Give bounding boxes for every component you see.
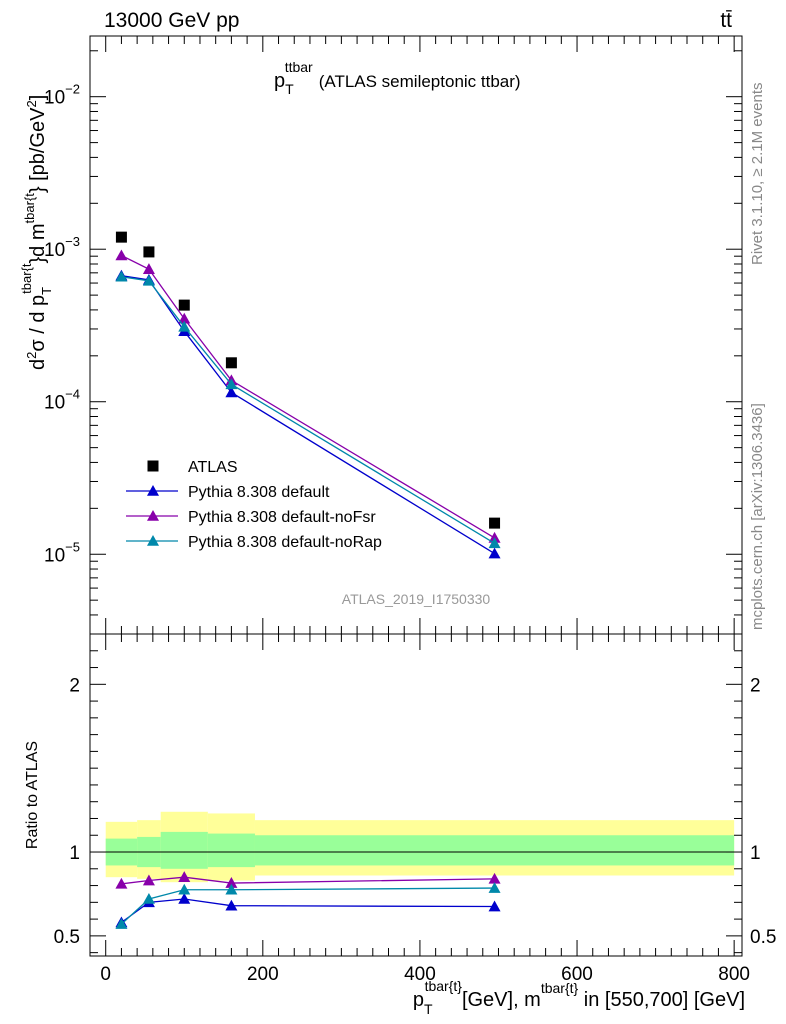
point-atlas	[225, 357, 237, 369]
point-atlas	[143, 246, 155, 258]
ratio-point-noFsr	[115, 877, 128, 889]
ratio-panel: 0.5 0.51 12 2 0 200 400 600 800 Ratio to ATLAS …	[24, 633, 776, 1017]
main-title: pTttbar(ATLAS semileptonic ttbar)	[274, 59, 521, 97]
header-left: 13000 GeV pp	[104, 9, 239, 32]
legend-label: Pythia 8.308 default-noFsr	[188, 509, 376, 526]
point-noFsr	[178, 312, 191, 324]
main-ytick-label: 10−3	[44, 234, 80, 261]
main-ytick-label: 10−4	[44, 387, 80, 414]
legend-label: Pythia 8.308 default	[188, 484, 330, 501]
legend-entry-atlas: ATLAS	[147, 459, 238, 476]
ratio-xtick-label: 800	[718, 964, 750, 985]
main-ylabel: d2σ / d pTtbar{t}d mtbar{t} [pb/GeV2]	[19, 95, 54, 370]
ratio-point-noRap	[488, 882, 501, 893]
ratio-ytick-label-right: 1	[750, 843, 761, 864]
main-ytick-label: 10−2	[44, 82, 80, 109]
ratio-band-green	[207, 833, 255, 868]
mcplots-label: mcplots.cern.ch [arXiv:1306.3436]	[749, 403, 766, 630]
analysis-watermark: ATLAS_2019_I1750330	[342, 591, 491, 607]
ratio-ytick-label: 1	[69, 843, 80, 864]
legend-marker-noFsr	[147, 510, 159, 521]
legend-label: ATLAS	[188, 459, 238, 476]
point-atlas	[115, 231, 127, 243]
ratio-ytick-label-right: 2	[750, 675, 761, 696]
series-atlas	[115, 231, 501, 529]
ratio-series-default	[115, 892, 501, 928]
legend-marker-atlas	[147, 460, 159, 472]
ratio-point-noRap	[142, 892, 155, 904]
series-noRap	[115, 270, 501, 549]
ratio-point-default	[178, 892, 191, 904]
header-right: tt̄	[720, 9, 732, 32]
legend-entry-noFsr: Pythia 8.308 default-noFsr	[126, 509, 376, 526]
ratio-ytick-label: 2	[69, 675, 80, 696]
ratio-ytick-label-right: 0.5	[750, 927, 776, 948]
main-panel: 10−2 10−3 10−4 10−5 pTttbar(ATLAS semilepto…	[19, 35, 743, 635]
legend: ATLAS Pythia 8.308 default Pythia 8.308 de…	[126, 459, 382, 551]
ratio-xtick-label: 400	[404, 964, 436, 985]
point-noRap	[225, 378, 238, 390]
line-noRap	[121, 276, 495, 544]
ratio-point-default	[488, 900, 501, 912]
ratio-frame	[89, 633, 743, 957]
legend-marker-noRap	[147, 535, 159, 546]
ratio-xtick-label: 600	[561, 964, 593, 985]
ratio-point-default	[225, 899, 238, 911]
ratio-xtick-label: 0	[100, 964, 111, 985]
point-noRap	[115, 270, 128, 282]
ratio-point-noRap	[225, 883, 238, 895]
ratio-line-default	[121, 898, 495, 923]
legend-entry-noRap: Pythia 8.308 default-noRap	[126, 534, 382, 551]
rivet-label: Rivet 3.1.10, ≥ 2.1M events	[749, 83, 766, 266]
point-default	[225, 386, 238, 398]
ratio-point-noFsr	[142, 874, 155, 886]
legend-marker-default	[147, 485, 159, 496]
ratio-band-green	[254, 835, 735, 866]
ratio-series-noRap	[115, 882, 501, 929]
main-ytick-label: 10−5	[44, 539, 80, 566]
point-default	[488, 547, 501, 559]
ratio-ylabel: Ratio to ATLAS	[24, 741, 41, 849]
ratio-band-green	[160, 831, 208, 869]
point-noRap	[488, 537, 501, 549]
ratio-xtick-label: 200	[247, 964, 279, 985]
ratio-point-noFsr	[488, 872, 501, 884]
ratio-point-noFsr	[178, 871, 191, 882]
point-noFsr	[142, 263, 155, 274]
ratio-point-noRap	[178, 883, 191, 895]
point-noFsr	[115, 249, 128, 261]
ratio-series-noFsr	[115, 871, 501, 889]
point-noRap	[178, 320, 191, 332]
legend-label: Pythia 8.308 default-noRap	[188, 534, 382, 551]
ratio-point-noRap	[115, 918, 128, 929]
point-atlas	[178, 299, 190, 311]
legend-entry-default: Pythia 8.308 default	[126, 484, 330, 501]
point-atlas	[489, 517, 501, 529]
ratio-ytick-label: 0.5	[54, 927, 80, 948]
ratio-xlabel: pTtbar{t}[GeV], mtbar{t} in [550,700] [G…	[413, 978, 745, 1017]
point-noRap	[142, 274, 155, 286]
ratio-point-noFsr	[225, 877, 238, 888]
